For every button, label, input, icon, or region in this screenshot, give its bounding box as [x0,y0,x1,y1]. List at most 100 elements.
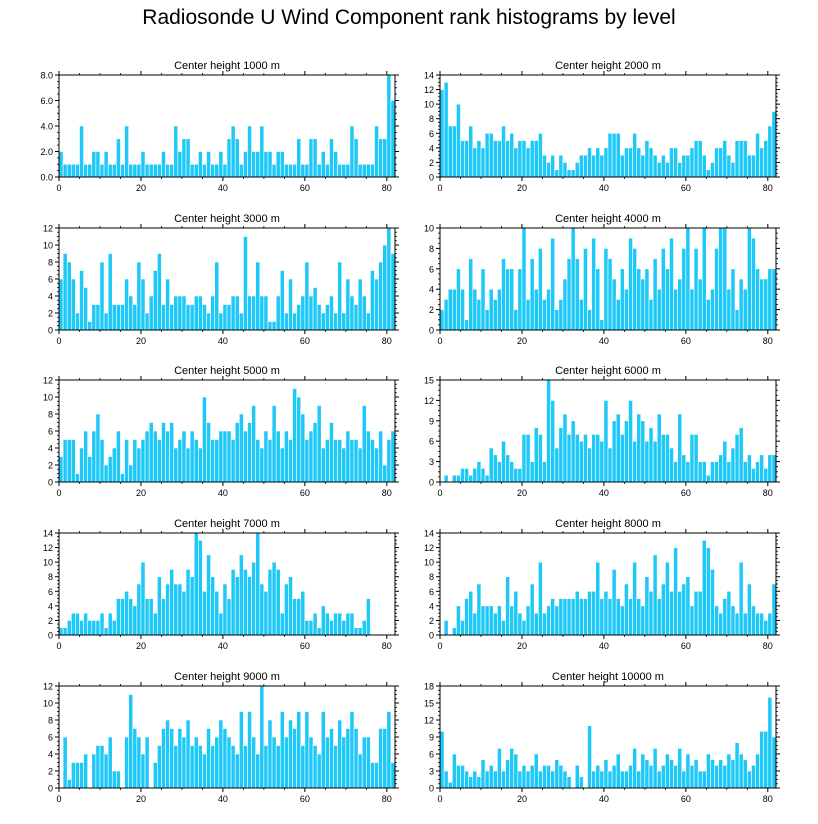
bar [370,163,375,178]
bar [99,261,105,331]
bar [189,576,195,636]
bar [226,736,232,789]
bar [611,132,617,178]
bar [202,590,207,636]
bar [632,248,637,331]
bar [128,464,134,483]
bar [329,728,334,789]
bar [492,299,498,331]
bar [341,447,347,483]
x-tick-label: 80 [763,183,773,193]
bar [538,434,543,483]
bar [587,725,592,789]
x-tick-label: 0 [56,794,61,804]
bar [706,547,711,636]
bar [185,719,191,789]
bar [615,413,621,483]
y-tick-label: 12 [43,376,53,386]
bar [95,151,101,178]
bar [738,140,744,178]
bar [460,288,465,331]
bar [579,440,584,483]
bar [140,439,146,483]
bar [218,312,224,331]
bar [665,753,670,789]
bar [652,748,658,789]
bar [148,598,154,636]
bar [267,439,273,483]
bar [304,261,310,331]
chart-panel: Center height 5000 m 0 2 4 6 8 10 12 0 20 40 60 80 [43,365,399,498]
bar [468,776,474,789]
bar [218,719,224,789]
bar [161,304,166,331]
x-tick-label: 40 [599,488,609,498]
bar [755,132,760,178]
bar [267,569,273,636]
y-tick-label: 0 [429,631,434,641]
y-tick-label: 6 [429,587,434,597]
bar [701,154,707,178]
bar [587,447,592,483]
bar [79,447,84,483]
chart-panel: Center height 4000 m 0 2 4 6 8 10 0 20 40 60 80 [424,213,780,346]
bar [259,295,265,331]
bar [722,440,728,483]
y-tick-label: 6 [48,587,53,597]
bar [185,447,191,483]
bar [492,140,498,178]
bar [562,770,568,789]
bar [386,74,392,178]
chart-title: Center height 10000 m [552,671,664,683]
x-tick-label: 80 [763,336,773,346]
bar [648,427,654,483]
bar [304,439,310,483]
bar [103,753,109,789]
bar [636,413,642,483]
bar [161,598,166,636]
bar [165,583,170,636]
bar [300,295,306,331]
bar [546,288,551,331]
bar [173,447,179,483]
bar [509,748,515,789]
bar [681,454,687,483]
bar [751,605,756,636]
bar [751,154,756,178]
bar [136,583,142,636]
bar [83,430,88,483]
bar [128,295,134,331]
bar [579,299,584,331]
bar [677,278,683,331]
bar [193,295,199,331]
y-tick-label: 0 [429,173,434,183]
bar [304,711,310,789]
bar [611,765,617,789]
bar [771,111,777,178]
bar [701,539,707,636]
bar [624,420,629,483]
bar [345,163,351,178]
bar [58,151,64,178]
bar [718,227,724,331]
bar [644,759,650,789]
bar [681,248,687,331]
x-tick-label: 0 [56,641,61,651]
bar [456,268,461,331]
bar [558,598,564,636]
bar [308,295,314,331]
bar [583,434,588,483]
bar [99,745,105,789]
bar [632,440,637,483]
bar [669,447,674,483]
bar [189,430,195,483]
bar [742,612,748,636]
bar [525,770,531,789]
bar [517,140,523,178]
bar [738,561,744,636]
bar [521,765,527,789]
chart-panel: Center height 1000 m 0.0 2.0 4.0 6.0 8.0 0 20 40… [40,60,399,193]
bar [714,147,719,178]
bar [259,125,265,178]
bar [480,268,486,331]
